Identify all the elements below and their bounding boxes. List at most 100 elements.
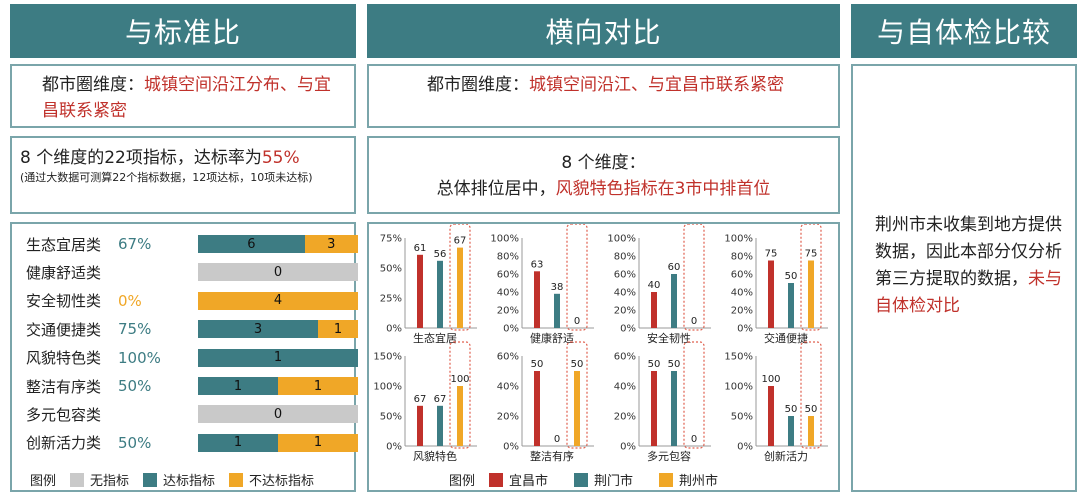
left-legend-title: 图例 (30, 474, 57, 489)
tick-label: 50% (380, 264, 402, 275)
legend-jingzhou-label: 荆州市 (679, 474, 719, 489)
bar (417, 254, 423, 328)
data-label: 0 (554, 434, 560, 445)
dimension-row: 创新活力类 50% 1 1 (26, 433, 366, 453)
left-metro-box: 都市圈维度：城镇空间沿江分布、与宜昌联系紧密 (10, 64, 356, 128)
tick-label: 40% (731, 288, 753, 299)
category-label: 风貌特色 (413, 449, 457, 463)
bar (788, 283, 794, 328)
tick-label: 0% (386, 324, 402, 335)
data-label: 50 (531, 359, 544, 370)
data-label: 0 (574, 316, 580, 327)
tick-label: 0% (620, 324, 636, 335)
left-summary-box: 8 个维度的22项指标，达标率为55% (通过大数据可测算22个指标数据，12项… (10, 136, 356, 214)
tick-label: 40% (614, 288, 636, 299)
category-label: 健康舒适 (530, 331, 574, 345)
tick-label: 100% (490, 234, 519, 245)
left-metro-value: 城镇空间沿江分布、与宜昌联系紧密 (42, 75, 331, 121)
bar (671, 371, 677, 446)
data-label: 100 (450, 374, 469, 385)
data-label: 38 (551, 282, 564, 293)
dimension-bar: 0 (198, 405, 358, 424)
middle-metro-value: 城镇空间沿江、与宜昌市联系紧密 (529, 75, 784, 95)
header-self-check-compare: 与自体检比较 (851, 4, 1077, 58)
tick-label: 100% (607, 234, 636, 245)
category-label: 生态宜居 (413, 331, 457, 345)
bar-segment-none: 0 (198, 263, 358, 282)
tick-label: 60% (614, 352, 636, 363)
tick-label: 60% (497, 270, 519, 281)
data-label: 50 (785, 271, 798, 282)
legend-swatch-jingmen (574, 472, 589, 487)
bar (457, 386, 463, 446)
legend-fail-label: 不达标指标 (249, 474, 315, 489)
tick-label: 80% (497, 252, 519, 263)
data-label: 67 (414, 394, 427, 405)
middle-legend-title: 图例 (449, 474, 476, 489)
legend-swatch-none (70, 472, 85, 487)
middle-summary-highlight: 风貌特色指标在3市中排首位 (555, 179, 771, 199)
middle-summary-prefix: 总体排位居中， (436, 179, 556, 199)
dimension-rate: 100% (118, 348, 161, 367)
data-label: 67 (434, 394, 447, 405)
right-panel: 荆州市未收集到地方提供数据，因此本部分仅分析第三方提取的数据，未与自体检对比 (851, 64, 1077, 492)
tick-label: 25% (380, 294, 402, 305)
bar-segment-none: 0 (198, 405, 358, 424)
highlight-box (566, 224, 588, 331)
right-highlight: 未与自体检对比 (875, 269, 1062, 316)
tick-label: 50% (380, 412, 402, 423)
tick-label: 0% (737, 442, 753, 453)
right-text: 荆州市未收集到地方提供数据，因此本部分仅分析第三方提取的数据， (875, 215, 1062, 289)
data-label: 60 (668, 262, 681, 273)
legend-pass-label: 达标指标 (163, 474, 216, 489)
bar-segment-fail: 4 (198, 291, 358, 310)
tick-label: 20% (614, 412, 636, 423)
bar (788, 416, 794, 446)
dimension-row: 风貌特色类 100% 1 (26, 348, 366, 368)
left-summary-note: (通过大数据可测算22个指标数据，12项达标，10项未达标) (20, 171, 313, 184)
data-label: 100 (761, 374, 780, 385)
left-summary-rate: 55% (261, 148, 300, 168)
bar (768, 386, 774, 446)
dimension-name: 交通便捷类 (26, 320, 102, 339)
tick-label: 60% (497, 352, 519, 363)
bar (808, 260, 814, 328)
dimension-rate: 50% (118, 433, 152, 452)
tick-label: 20% (614, 306, 636, 317)
data-label: 50 (571, 359, 584, 370)
tick-label: 100% (373, 382, 402, 393)
tick-label: 40% (497, 288, 519, 299)
tick-label: 80% (614, 252, 636, 263)
highlight-box (449, 341, 471, 449)
dimension-bar: 0 (198, 263, 358, 282)
dimension-rate: 50% (118, 377, 152, 395)
bar (651, 371, 657, 446)
tick-label: 0% (503, 442, 519, 453)
bar-segment-pass: 1 (198, 377, 278, 395)
dimension-rate: 0% (118, 291, 142, 310)
bar (671, 274, 677, 328)
bar-segment-pass: 3 (198, 320, 318, 339)
dimension-row: 生态宜居类 67% 6 3 (26, 234, 366, 254)
tick-label: 40% (497, 382, 519, 393)
dimension-rate: 67% (118, 235, 152, 253)
tick-label: 0% (386, 442, 402, 453)
data-label: 56 (434, 249, 447, 260)
middle-legend: 图例 宜昌市 荆门市 荆州市 (449, 470, 718, 489)
bar-segment-pass: 1 (198, 348, 358, 367)
highlight-box (683, 224, 705, 331)
tick-label: 80% (731, 252, 753, 263)
left-metro-label: 都市圈维度： (42, 75, 144, 95)
header-horizontal-compare: 横向对比 (367, 4, 840, 58)
legend-jingmen-label: 荆门市 (594, 474, 634, 489)
bar (808, 416, 814, 446)
data-label: 50 (648, 359, 661, 370)
dimension-name: 健康舒适类 (26, 263, 102, 282)
dimension-name: 创新活力类 (26, 434, 102, 453)
dimension-row: 多元包容类 0 (26, 404, 366, 424)
tick-label: 75% (380, 234, 402, 245)
dimension-row: 整洁有序类 50% 1 1 (26, 376, 366, 396)
